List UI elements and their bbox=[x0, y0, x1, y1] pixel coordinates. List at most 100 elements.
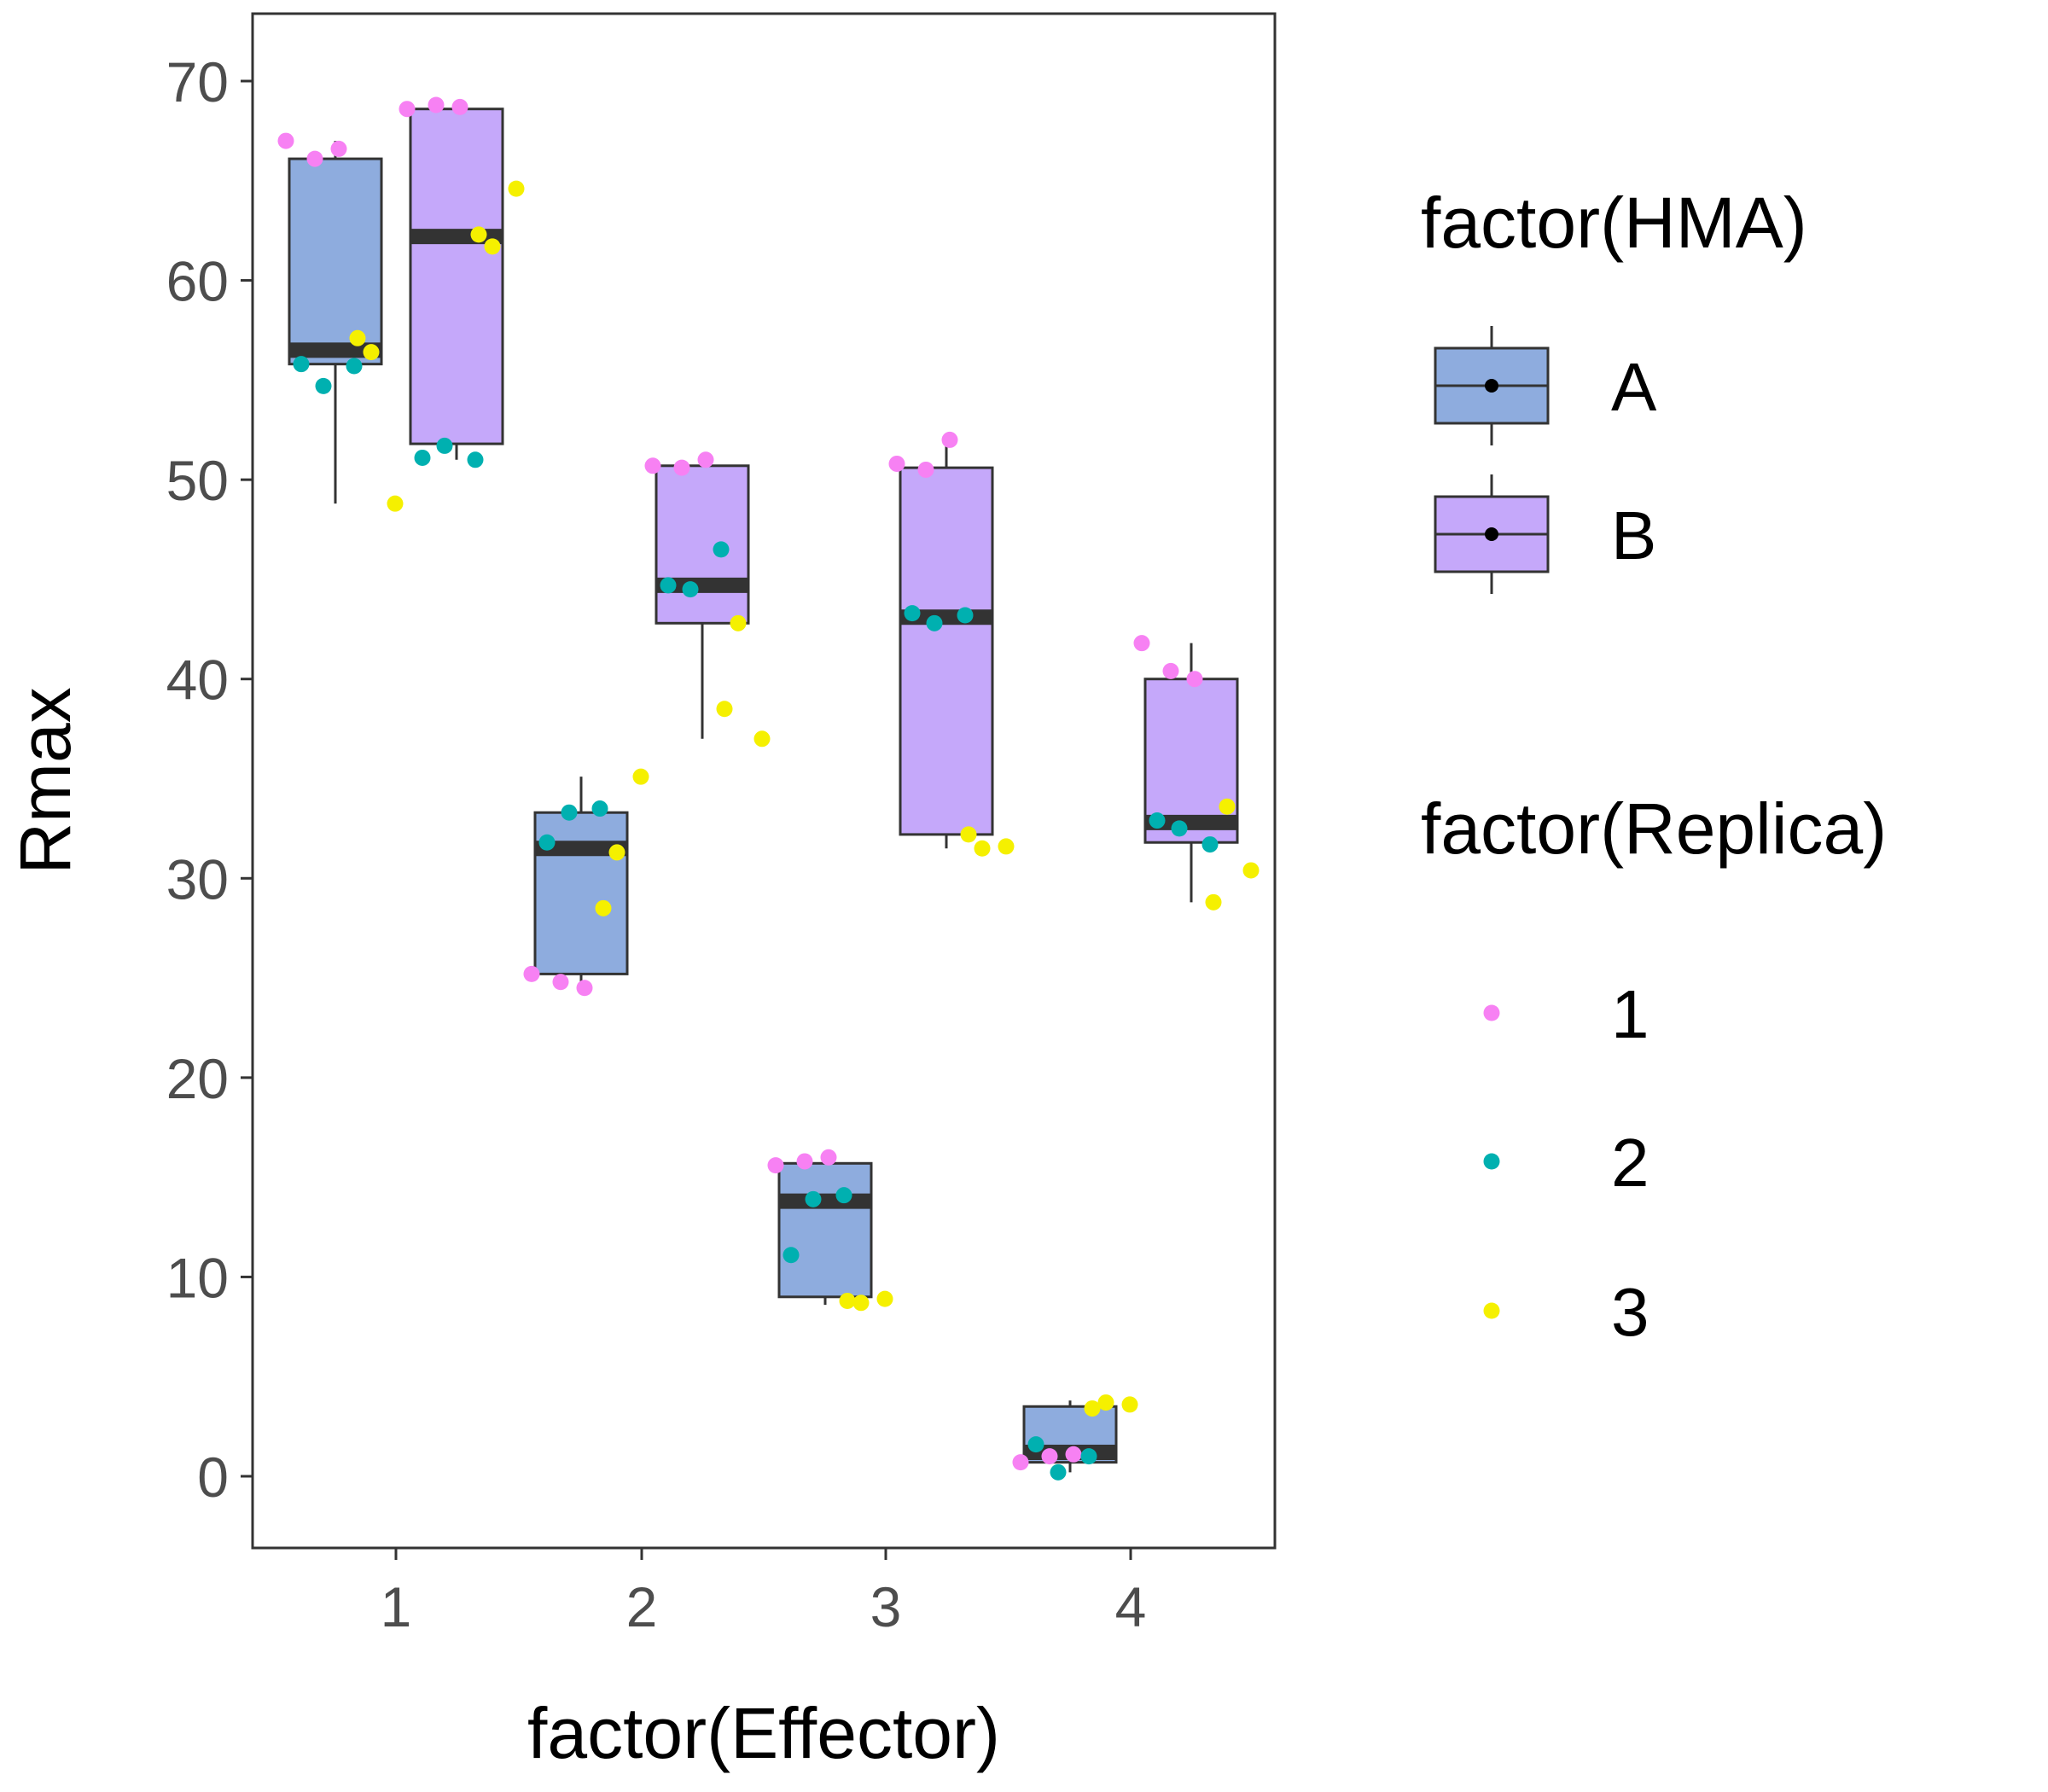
point-effector2-B-replica1 bbox=[673, 459, 690, 476]
y-axis: 0 10 20 30 40 50 60 70 bbox=[166, 50, 253, 1509]
point-effector2-B-replica3 bbox=[753, 730, 771, 748]
point-effector1-A-replica1 bbox=[330, 140, 347, 157]
point-effector4-B-replica2 bbox=[1171, 820, 1188, 837]
point-effector1-A-replica1 bbox=[306, 150, 323, 167]
point-effector4-A-replica2 bbox=[1027, 1436, 1044, 1453]
point-effector3-B-replica2 bbox=[957, 607, 974, 624]
y-tick-label: 30 bbox=[166, 847, 229, 911]
x-tick-label: 3 bbox=[870, 1575, 902, 1638]
point-effector1-B-replica3 bbox=[470, 226, 487, 243]
point-effector3-B-replica3 bbox=[960, 826, 977, 843]
x-axis: 1 2 3 4 bbox=[381, 1548, 1147, 1638]
box-body bbox=[777, 1161, 873, 1299]
point-effector3-A-replica3 bbox=[852, 1295, 870, 1312]
point-effector2-A-replica1 bbox=[552, 974, 569, 991]
point-effector1-A-replica3 bbox=[349, 329, 366, 346]
y-axis-title: Rmax bbox=[5, 687, 85, 874]
point-effector2-A-replica2 bbox=[561, 804, 578, 821]
point-effector4-B-replica3 bbox=[1219, 798, 1236, 815]
y-tick-label: 0 bbox=[197, 1446, 229, 1509]
legend-label-replica: 1 bbox=[1611, 976, 1649, 1052]
point-effector1-B-replica3 bbox=[508, 180, 525, 197]
point-effector1-B-replica3 bbox=[484, 238, 501, 255]
legend-key-replica-3 bbox=[1483, 1302, 1500, 1319]
x-tick-label: 2 bbox=[626, 1575, 658, 1638]
plot-area bbox=[277, 96, 1260, 1481]
x-tick-label: 1 bbox=[381, 1575, 412, 1638]
point-effector2-B-replica3 bbox=[730, 614, 747, 631]
box-body bbox=[655, 464, 750, 625]
point-effector4-B-replica2 bbox=[1201, 836, 1219, 853]
box-body bbox=[288, 157, 383, 366]
point-effector1-B-replica2 bbox=[436, 437, 453, 454]
point-effector3-A-replica3 bbox=[876, 1290, 893, 1307]
point-effector3-B-replica1 bbox=[917, 461, 934, 478]
point-effector1-B-replica1 bbox=[451, 98, 468, 115]
point-effector4-A-replica1 bbox=[1041, 1448, 1058, 1465]
point-effector4-A-replica2 bbox=[1050, 1463, 1067, 1481]
point-effector2-B-replica1 bbox=[697, 451, 714, 468]
point-effector3-A-replica1 bbox=[820, 1149, 837, 1166]
legend-label-replica: 3 bbox=[1611, 1274, 1649, 1350]
box-2-B bbox=[655, 459, 750, 739]
legend-key-hma-A bbox=[1434, 326, 1550, 445]
plot-panel-border bbox=[251, 12, 1277, 1550]
point-effector2-B-replica2 bbox=[660, 577, 677, 594]
x-axis-title: factor(Effector) bbox=[527, 1693, 1000, 1773]
point-effector3-A-replica3 bbox=[839, 1292, 856, 1309]
point-effector2-A-replica2 bbox=[591, 800, 608, 817]
point-effector4-A-replica1 bbox=[1065, 1446, 1082, 1463]
point-effector3-A-replica1 bbox=[796, 1153, 813, 1170]
box-1-A bbox=[288, 141, 383, 504]
legend-label-replica: 2 bbox=[1611, 1125, 1649, 1201]
y-tick-label: 60 bbox=[166, 250, 229, 313]
legend-key-hma-B bbox=[1434, 474, 1550, 594]
point-effector2-A-replica3 bbox=[595, 899, 612, 916]
point-effector4-A-replica1 bbox=[1012, 1454, 1029, 1471]
point-effector4-A-replica3 bbox=[1121, 1396, 1138, 1413]
box-body bbox=[899, 466, 994, 836]
box-body bbox=[409, 108, 504, 445]
x-tick-label: 4 bbox=[1115, 1575, 1147, 1638]
point-effector3-B-replica2 bbox=[904, 605, 921, 622]
point-effector4-B-replica3 bbox=[1205, 893, 1222, 911]
point-effector1-B-replica1 bbox=[399, 101, 416, 118]
point-effector2-B-replica3 bbox=[716, 701, 733, 718]
box-1-B bbox=[409, 101, 504, 460]
box-3-B bbox=[899, 439, 994, 849]
point-effector4-B-replica2 bbox=[1149, 812, 1166, 829]
legend-key-replica-2 bbox=[1483, 1153, 1500, 1170]
point-effector1-A-replica1 bbox=[277, 132, 294, 149]
point-effector3-B-replica3 bbox=[998, 838, 1015, 855]
point-effector2-A-replica2 bbox=[538, 834, 556, 851]
point-effector3-B-replica3 bbox=[974, 840, 991, 857]
point-effector2-B-replica1 bbox=[644, 457, 661, 474]
point-effector1-A-replica2 bbox=[346, 358, 363, 375]
point-effector4-B-replica3 bbox=[1242, 862, 1260, 879]
point-effector3-B-replica2 bbox=[926, 614, 943, 631]
point-effector3-A-replica2 bbox=[835, 1187, 852, 1204]
point-effector4-B-replica1 bbox=[1186, 671, 1203, 688]
point-effector1-A-replica2 bbox=[293, 356, 310, 373]
legend-title-replica: factor(Replica) bbox=[1421, 788, 1887, 869]
legend-title-hma: factor(HMA) bbox=[1421, 183, 1807, 263]
point-effector1-A-replica3 bbox=[387, 495, 404, 512]
legend-label-hma: B bbox=[1611, 497, 1656, 573]
point-effector2-A-replica3 bbox=[608, 844, 625, 861]
y-tick-label: 50 bbox=[166, 449, 229, 512]
legend-key-replica-1 bbox=[1483, 1004, 1500, 1021]
legend-label-hma: A bbox=[1611, 349, 1657, 425]
point-effector3-A-replica2 bbox=[783, 1247, 800, 1264]
point-effector4-A-replica2 bbox=[1080, 1448, 1097, 1465]
point-effector1-B-replica2 bbox=[414, 449, 431, 466]
point-effector2-A-replica1 bbox=[576, 980, 593, 997]
y-tick-label: 40 bbox=[166, 649, 229, 712]
point-effector3-A-replica1 bbox=[767, 1157, 784, 1174]
y-tick-label: 20 bbox=[166, 1047, 229, 1110]
box-3-A bbox=[777, 1157, 873, 1306]
point-effector1-B-replica1 bbox=[428, 96, 445, 113]
point-effector2-B-replica2 bbox=[682, 581, 699, 598]
point-effector1-A-replica2 bbox=[315, 377, 332, 394]
